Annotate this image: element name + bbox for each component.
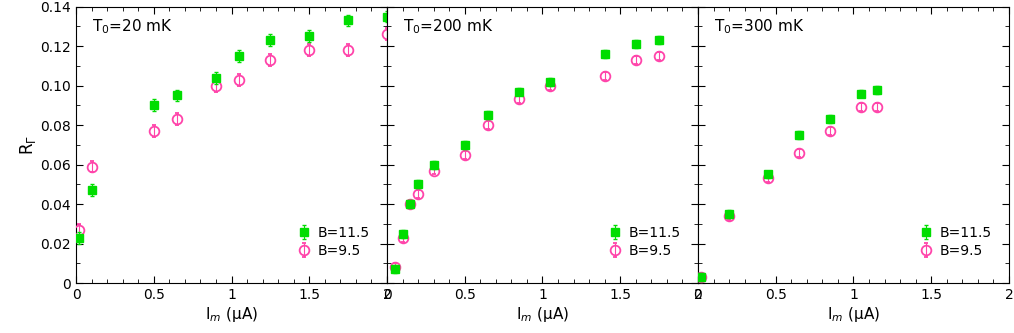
X-axis label: I$_m$ (μA): I$_m$ (μA) — [827, 305, 880, 324]
Text: T$_0$=300 mK: T$_0$=300 mK — [714, 18, 804, 36]
Text: T$_0$=200 mK: T$_0$=200 mK — [403, 18, 493, 36]
Text: T$_0$=20 mK: T$_0$=20 mK — [91, 18, 172, 36]
Legend: B=11.5, B=9.5: B=11.5, B=9.5 — [291, 222, 374, 262]
Legend: B=11.5, B=9.5: B=11.5, B=9.5 — [913, 222, 996, 262]
X-axis label: I$_m$ (μA): I$_m$ (μA) — [516, 305, 569, 324]
Y-axis label: R$_\Gamma$: R$_\Gamma$ — [17, 135, 38, 155]
Legend: B=11.5, B=9.5: B=11.5, B=9.5 — [602, 222, 684, 262]
X-axis label: I$_m$ (μA): I$_m$ (μA) — [205, 305, 258, 324]
